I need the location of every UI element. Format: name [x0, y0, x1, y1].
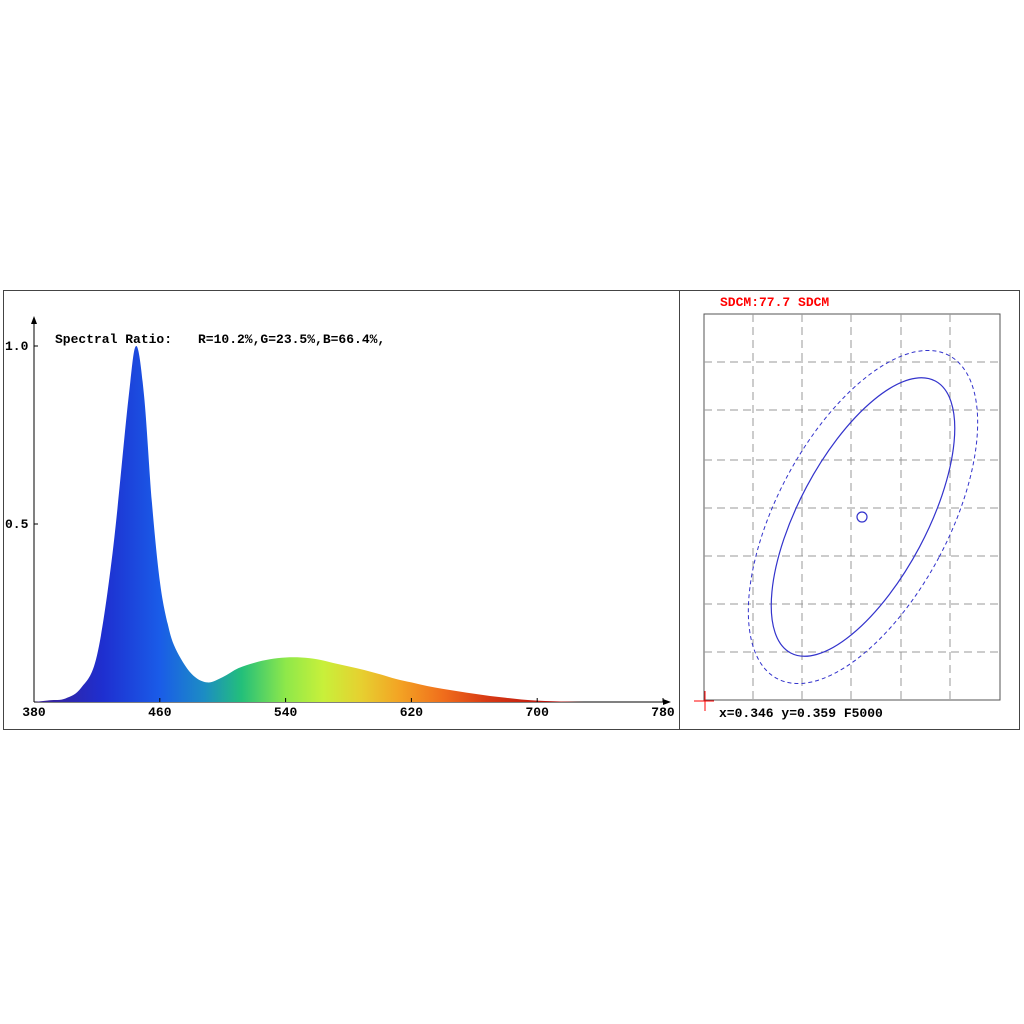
y-tick-label-0.5: 0.5 [5, 517, 29, 532]
coords-label: x=0.346 y=0.359 F5000 [719, 706, 883, 721]
x-tick-label-460: 460 [148, 705, 172, 720]
report-panel [3, 290, 1020, 730]
x-axis-arrow [663, 699, 671, 705]
spectrum-chart: 380 460 540 620 700 780 0.5 1.0 Spectral Ratio… [5, 316, 675, 720]
y-tick-labels: 0.5 1.0 [5, 339, 38, 532]
spectrum-area [34, 345, 663, 702]
chromaticity-plot: SDCM:77.7 SDCM x=0.346 y=0.359 F5000 [694, 295, 1001, 721]
x-tick-label-540: 540 [274, 705, 298, 720]
x-tick-label-620: 620 [400, 705, 424, 720]
plot-frame [703, 313, 1001, 701]
x-tick-labels: 380 460 540 620 700 780 [22, 698, 675, 720]
spectral-ratio-values: R=10.2%,G=23.5%,B=66.4%, [198, 332, 385, 347]
x-tick-label-700: 700 [525, 705, 549, 720]
sdcm-label: SDCM:77.7 SDCM [720, 295, 829, 310]
spectral-ratio-label: Spectral Ratio: [55, 332, 172, 347]
y-tick-label-1.0: 1.0 [5, 339, 29, 354]
inner-ellipse [770, 377, 956, 657]
x-tick-label-380: 380 [22, 705, 46, 720]
y-axis-arrow [31, 316, 37, 324]
panel-divider [679, 290, 680, 730]
x-tick-label-780: 780 [651, 705, 675, 720]
target-point [856, 511, 868, 523]
outer-ellipse [747, 349, 979, 685]
plot-grid [704, 314, 1000, 700]
